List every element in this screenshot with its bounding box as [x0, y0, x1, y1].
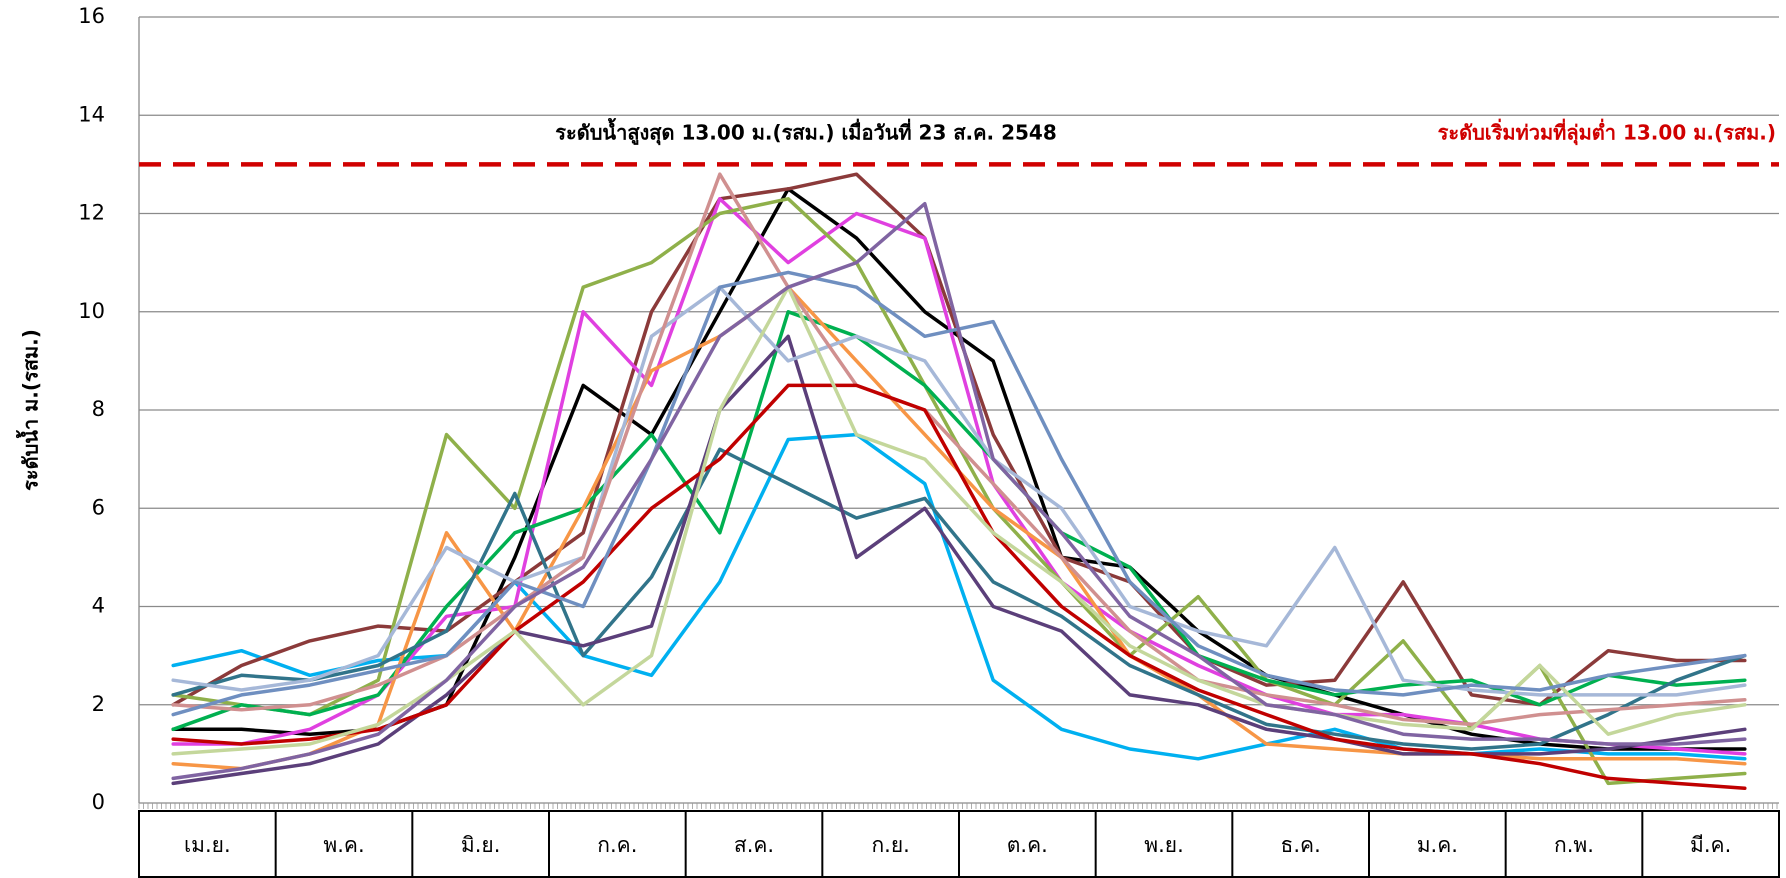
series-line	[171, 334, 1747, 786]
y-tick-label: 6	[92, 495, 105, 519]
y-tick-label: 4	[92, 594, 105, 618]
y-tick-label: 10	[78, 299, 105, 323]
month-label: ก.พ.	[1554, 833, 1594, 857]
series-line	[171, 172, 1747, 707]
month-label: มี.ค.	[1690, 833, 1731, 857]
y-tick-label: 14	[78, 102, 105, 126]
series-line	[171, 172, 1747, 727]
series-line	[171, 197, 1747, 756]
month-label: ก.ค.	[597, 833, 637, 857]
series-line	[171, 201, 1747, 781]
threshold-label: ระดับเริ่มท่วมที่ลุ่มต่ำ 13.00 ม.(รสม.)	[1438, 118, 1776, 146]
month-label: มิ.ย.	[461, 833, 501, 857]
month-label: เม.ย.	[184, 833, 231, 857]
series-line	[171, 285, 1747, 697]
month-label: ส.ค.	[734, 833, 774, 857]
y-axis-label: ระดับน้ำ ม.(รสม.)	[16, 329, 43, 491]
month-label: ต.ค.	[1007, 833, 1048, 857]
y-tick-label: 8	[92, 397, 105, 421]
month-label: พ.ค.	[323, 833, 364, 857]
series-line	[171, 383, 1747, 791]
month-label: พ.ย.	[1144, 833, 1184, 857]
month-label: ม.ค.	[1417, 833, 1458, 857]
y-tick-label: 0	[92, 790, 105, 814]
month-label: ธ.ค.	[1281, 833, 1321, 857]
series-line	[171, 310, 1747, 732]
annotation: ระดับน้ำสูงสุด 13.00 ม.(รสม.) เมื่อวันที…	[555, 118, 1056, 147]
month-label: ก.ย.	[871, 833, 909, 857]
series-line	[171, 447, 1747, 751]
y-tick-label: 2	[92, 692, 105, 716]
y-tick-label: 12	[78, 201, 105, 225]
y-tick-label: 16	[78, 4, 105, 28]
